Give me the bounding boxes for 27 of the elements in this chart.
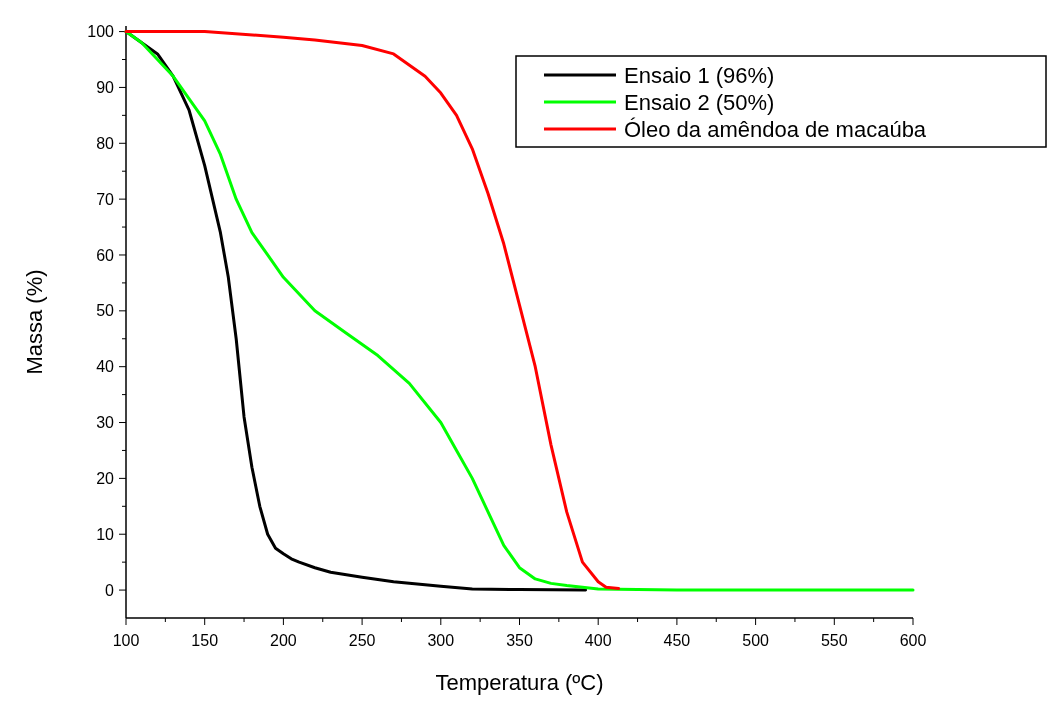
y-axis-title: Massa (%) xyxy=(22,269,47,375)
x-tick-label: 400 xyxy=(584,632,612,649)
x-tick-label: 600 xyxy=(899,632,927,649)
x-tick-label: 100 xyxy=(112,632,140,649)
y-tick-label: 0 xyxy=(105,581,115,599)
x-tick-label: 300 xyxy=(427,632,455,649)
x-tick-label: 150 xyxy=(191,632,219,649)
x-tick-label: 250 xyxy=(348,632,376,649)
y-tick-label: 80 xyxy=(96,134,115,152)
y-tick-label: 50 xyxy=(96,302,115,320)
x-axis-title: Temperatura (ºC) xyxy=(435,670,604,695)
legend-label: Ensaio 2 (50%) xyxy=(624,89,775,115)
y-tick-label: 60 xyxy=(96,246,115,264)
x-tick-label: 550 xyxy=(820,632,848,649)
x-tick-label: 500 xyxy=(742,632,770,649)
x-tick-label: 450 xyxy=(663,632,691,649)
y-tick-label: 10 xyxy=(96,525,115,543)
x-tick-label: 200 xyxy=(270,632,297,649)
y-tick-label: 90 xyxy=(96,79,115,97)
legend-label: Óleo da amêndoa de macaúba xyxy=(624,116,927,142)
y-tick-label: 40 xyxy=(96,358,115,376)
y-tick-label: 70 xyxy=(96,190,115,208)
x-tick-label: 350 xyxy=(506,632,533,649)
y-tick-label: 100 xyxy=(87,23,115,41)
y-tick-label: 30 xyxy=(96,414,115,432)
y-tick-label: 20 xyxy=(96,469,115,487)
legend-label: Ensaio 1 (96%) xyxy=(624,62,775,88)
